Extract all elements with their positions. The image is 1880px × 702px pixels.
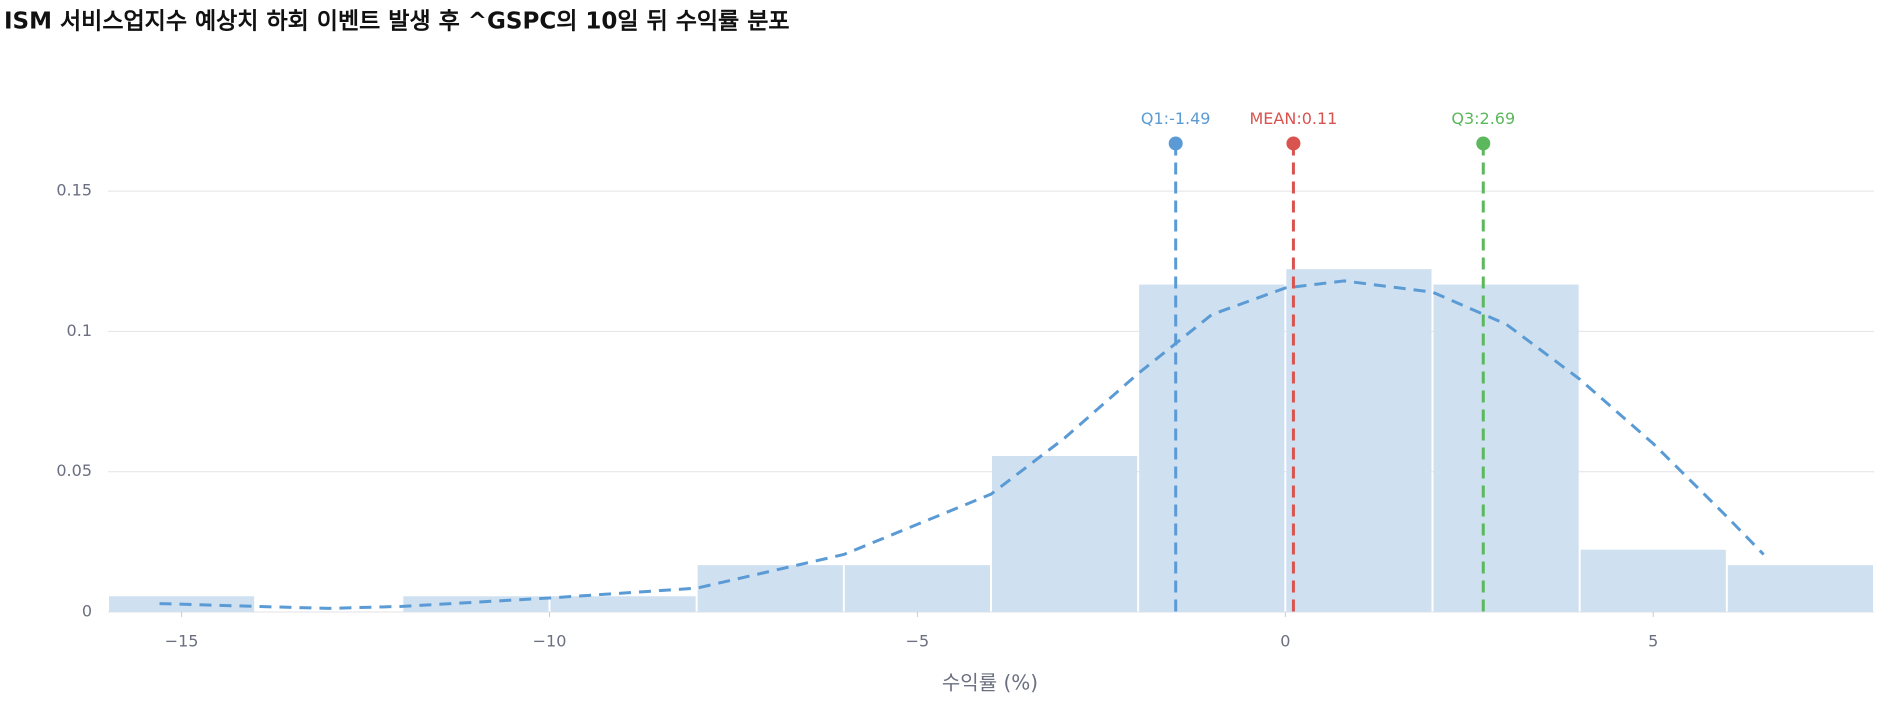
- annotation-marker: [1286, 136, 1301, 151]
- x-tick-label: −10: [533, 632, 567, 651]
- bar: [844, 565, 990, 612]
- y-tick-label: 0.05: [56, 461, 92, 480]
- y-tick-label: 0.15: [56, 181, 92, 200]
- x-tick-label: 5: [1648, 632, 1658, 651]
- x-tick-label: −5: [906, 632, 930, 651]
- bar: [550, 596, 696, 612]
- annotation-label: Q1:-1.49: [1141, 109, 1211, 128]
- annotation-label: MEAN:0.11: [1250, 109, 1338, 128]
- x-tick-label: −15: [165, 632, 199, 651]
- bar: [697, 565, 843, 612]
- annotation-label: Q3:2.69: [1451, 109, 1515, 128]
- bar: [992, 456, 1138, 612]
- x-tick-label: 0: [1280, 632, 1290, 651]
- y-tick-label: 0: [82, 602, 92, 621]
- chart-title: ISM 서비스업지수 예상치 하회 이벤트 발생 후 ^GSPC의 10일 뒤 …: [4, 9, 790, 35]
- y-tick-label: 0.1: [67, 321, 92, 340]
- bar: [1433, 284, 1579, 612]
- x-axis-label: 수익률 (%): [942, 671, 1038, 695]
- annotation-marker: [1476, 136, 1491, 151]
- bar: [1139, 284, 1285, 612]
- bar: [1580, 549, 1726, 612]
- bar: [403, 596, 549, 612]
- bar: [1727, 565, 1873, 612]
- kde-line: [159, 279, 1765, 610]
- annotation-marker: [1168, 136, 1183, 151]
- bar: [1286, 269, 1432, 612]
